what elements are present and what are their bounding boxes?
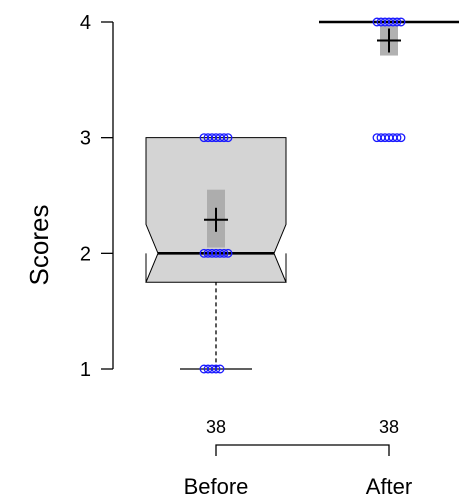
comparison-bracket	[215, 444, 390, 456]
y-axis-title: Scores	[24, 205, 54, 286]
data-point	[211, 364, 221, 374]
category-labels: Before After	[184, 474, 413, 499]
box-groups	[145, 17, 459, 374]
n-label-before: 38	[206, 417, 226, 437]
n-label-after: 38	[379, 417, 399, 437]
data-point	[215, 364, 225, 374]
y-tick-label: 4	[80, 12, 91, 34]
box-group-after	[319, 17, 459, 143]
data-point	[223, 133, 233, 143]
sample-size-labels: 38 38	[206, 417, 399, 437]
data-point	[396, 17, 406, 27]
box-group-before	[145, 133, 287, 374]
bracket-line	[215, 444, 390, 456]
data-point	[223, 248, 233, 258]
data-point	[392, 133, 402, 143]
data-point	[219, 248, 229, 258]
data-point	[396, 133, 406, 143]
category-label-before: Before	[184, 474, 249, 499]
y-tick-label: 2	[80, 243, 91, 265]
y-tick-label: 3	[80, 128, 91, 150]
category-label-after: After	[366, 474, 412, 499]
data-point	[219, 133, 229, 143]
data-point	[392, 17, 402, 27]
y-tick-label: 1	[80, 359, 91, 381]
y-axis: 1 2 3 4	[80, 12, 114, 381]
